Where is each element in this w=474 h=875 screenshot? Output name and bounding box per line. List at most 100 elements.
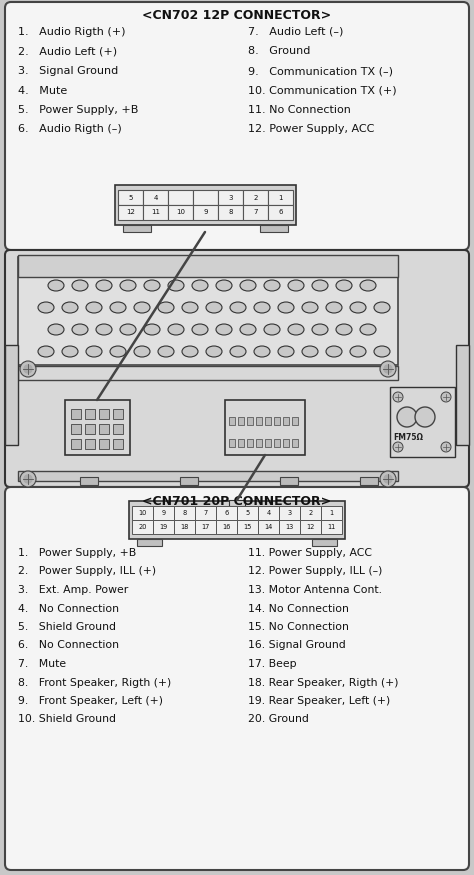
Ellipse shape bbox=[278, 346, 294, 357]
Ellipse shape bbox=[144, 280, 160, 291]
FancyBboxPatch shape bbox=[5, 250, 469, 487]
Bar bbox=[243, 205, 268, 220]
Text: 4: 4 bbox=[153, 194, 158, 200]
Circle shape bbox=[393, 442, 403, 452]
Text: 6: 6 bbox=[224, 510, 228, 516]
Bar bbox=[174, 520, 195, 534]
Bar bbox=[283, 439, 289, 447]
Ellipse shape bbox=[230, 302, 246, 313]
Ellipse shape bbox=[158, 302, 174, 313]
Text: 2.   Audio Left (+): 2. Audio Left (+) bbox=[18, 46, 117, 57]
Ellipse shape bbox=[168, 324, 184, 335]
Ellipse shape bbox=[288, 324, 304, 335]
Text: 11: 11 bbox=[328, 524, 336, 530]
Text: 11. Power Supply, ACC: 11. Power Supply, ACC bbox=[248, 548, 372, 558]
Text: 2: 2 bbox=[309, 510, 313, 516]
Ellipse shape bbox=[182, 302, 198, 313]
Bar bbox=[390, 387, 455, 457]
Bar bbox=[137, 539, 162, 546]
Ellipse shape bbox=[72, 280, 88, 291]
Text: 4.   Mute: 4. Mute bbox=[18, 86, 67, 95]
Bar bbox=[229, 500, 245, 506]
Bar bbox=[274, 439, 280, 447]
Text: 18. Rear Speaker, Rigth (+): 18. Rear Speaker, Rigth (+) bbox=[248, 677, 399, 688]
Bar bbox=[279, 520, 300, 534]
Bar bbox=[180, 477, 198, 485]
Text: 7.   Audio Left (–): 7. Audio Left (–) bbox=[248, 27, 343, 37]
Ellipse shape bbox=[206, 302, 222, 313]
Ellipse shape bbox=[264, 280, 280, 291]
Bar bbox=[132, 506, 153, 520]
Bar bbox=[99, 424, 109, 434]
Bar bbox=[174, 506, 195, 520]
Ellipse shape bbox=[336, 280, 352, 291]
Ellipse shape bbox=[326, 346, 342, 357]
Bar bbox=[260, 225, 288, 232]
Text: 6.   Audio Rigth (–): 6. Audio Rigth (–) bbox=[18, 124, 122, 135]
Ellipse shape bbox=[350, 302, 366, 313]
Bar bbox=[258, 520, 279, 534]
Text: 12: 12 bbox=[306, 524, 315, 530]
Ellipse shape bbox=[158, 346, 174, 357]
Bar bbox=[85, 409, 95, 419]
Bar bbox=[153, 520, 174, 534]
Text: 7.   Mute: 7. Mute bbox=[18, 659, 66, 669]
Ellipse shape bbox=[312, 280, 328, 291]
Text: 10: 10 bbox=[138, 510, 146, 516]
Bar bbox=[229, 417, 235, 425]
Circle shape bbox=[397, 407, 417, 427]
Bar bbox=[143, 190, 168, 205]
Text: 5: 5 bbox=[246, 510, 250, 516]
Ellipse shape bbox=[254, 302, 270, 313]
Ellipse shape bbox=[72, 324, 88, 335]
Bar bbox=[113, 439, 123, 449]
Ellipse shape bbox=[302, 346, 318, 357]
Bar bbox=[225, 400, 305, 455]
Bar bbox=[113, 424, 123, 434]
Bar bbox=[153, 506, 174, 520]
Text: 13. Motor Antenna Cont.: 13. Motor Antenna Cont. bbox=[248, 585, 382, 595]
Ellipse shape bbox=[86, 302, 102, 313]
Text: 5.   Power Supply, +B: 5. Power Supply, +B bbox=[18, 105, 138, 115]
Circle shape bbox=[393, 392, 403, 402]
Text: 1.   Audio Rigth (+): 1. Audio Rigth (+) bbox=[18, 27, 126, 37]
Bar bbox=[132, 520, 153, 534]
Bar bbox=[268, 205, 293, 220]
Bar bbox=[193, 190, 218, 205]
Bar bbox=[71, 424, 81, 434]
Bar bbox=[118, 205, 143, 220]
Bar bbox=[5, 345, 18, 445]
Text: 4: 4 bbox=[266, 510, 271, 516]
Bar bbox=[321, 506, 342, 520]
Ellipse shape bbox=[110, 346, 126, 357]
Ellipse shape bbox=[288, 280, 304, 291]
Bar bbox=[258, 506, 279, 520]
Ellipse shape bbox=[144, 324, 160, 335]
Text: 12: 12 bbox=[126, 209, 135, 215]
Ellipse shape bbox=[120, 280, 136, 291]
Ellipse shape bbox=[302, 302, 318, 313]
Ellipse shape bbox=[168, 280, 184, 291]
Bar bbox=[247, 439, 253, 447]
Text: 7: 7 bbox=[203, 510, 208, 516]
Text: 6: 6 bbox=[278, 209, 283, 215]
Text: 9.   Front Speaker, Left (+): 9. Front Speaker, Left (+) bbox=[18, 696, 163, 706]
Text: 8: 8 bbox=[182, 510, 187, 516]
Ellipse shape bbox=[38, 346, 54, 357]
Bar bbox=[256, 439, 262, 447]
Circle shape bbox=[24, 475, 32, 483]
Ellipse shape bbox=[312, 324, 328, 335]
Text: 3.   Ext. Amp. Power: 3. Ext. Amp. Power bbox=[18, 585, 128, 595]
Bar bbox=[18, 255, 398, 277]
Bar bbox=[99, 409, 109, 419]
Text: 8.   Front Speaker, Rigth (+): 8. Front Speaker, Rigth (+) bbox=[18, 677, 171, 688]
Bar bbox=[85, 439, 95, 449]
Circle shape bbox=[415, 407, 435, 427]
Text: 1.   Power Supply, +B: 1. Power Supply, +B bbox=[18, 548, 136, 558]
Bar bbox=[216, 520, 237, 534]
Text: 8.   Ground: 8. Ground bbox=[248, 46, 310, 57]
Bar bbox=[18, 366, 398, 380]
Ellipse shape bbox=[48, 324, 64, 335]
Text: 18: 18 bbox=[180, 524, 189, 530]
Bar bbox=[280, 477, 298, 485]
